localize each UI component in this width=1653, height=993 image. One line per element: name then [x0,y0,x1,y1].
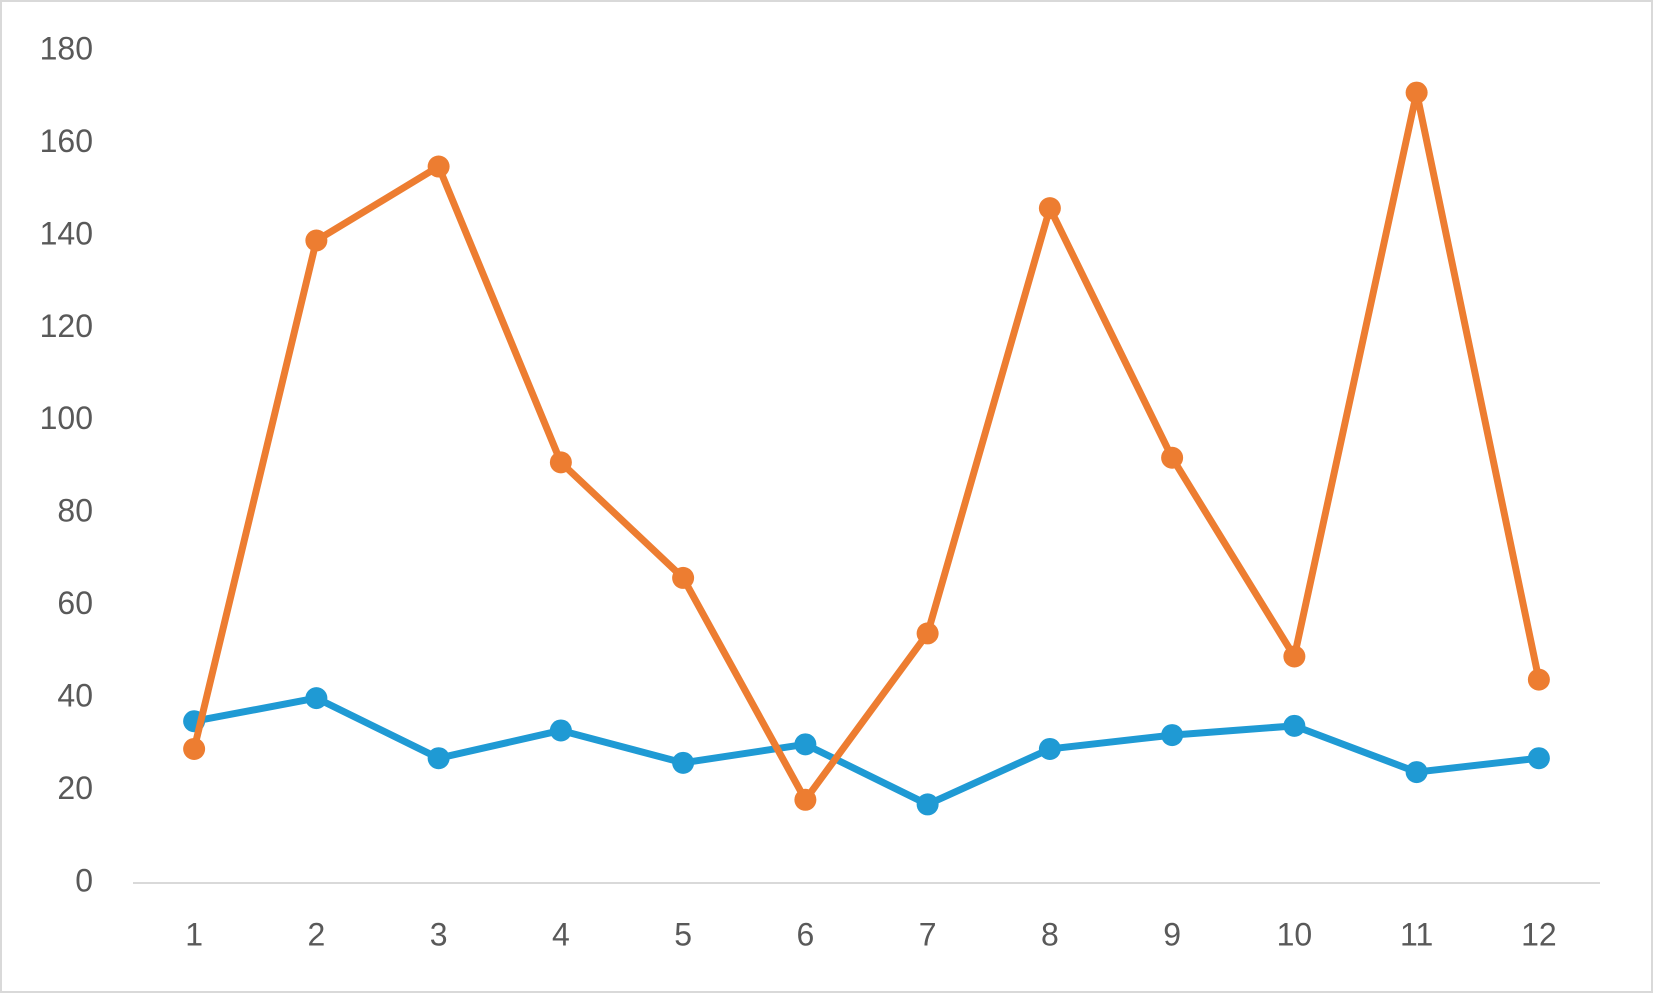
point-marker [1527,668,1550,691]
point-marker [1038,737,1061,760]
x-tick-label: 12 [1521,916,1557,952]
point-marker [1038,197,1061,220]
point-marker [1161,446,1184,469]
x-tick-label: 10 [1277,916,1313,952]
x-tick-label: 9 [1163,916,1181,952]
point-marker [1283,645,1306,668]
series-line [190,694,1543,808]
point-marker [427,155,450,178]
series-line [190,89,1543,804]
x-tick-label: 11 [1400,916,1433,952]
point-marker [305,687,328,710]
point-marker [672,751,695,774]
y-tick-label: 40 [57,678,93,714]
point-marker [427,747,450,770]
point-marker [672,566,695,589]
point-marker [1161,724,1184,747]
x-tick-label: 7 [919,916,937,952]
point-marker [1405,81,1428,104]
y-tick-label: 120 [40,308,93,344]
x-tick-label: 2 [307,916,325,952]
y-tick-label: 160 [40,123,93,159]
x-tick-label: 1 [185,916,203,952]
point-marker [794,733,817,756]
point-marker [916,622,939,645]
y-tick-label: 140 [40,215,93,251]
point-marker [1527,747,1550,770]
point-marker [305,229,328,252]
x-tick-label: 5 [674,916,692,952]
point-marker [1283,714,1306,737]
x-tick-label: 6 [796,916,814,952]
point-marker [916,793,939,816]
point-marker [794,788,817,811]
point-marker [1405,761,1428,784]
x-tick-label: 8 [1041,916,1059,952]
point-marker [183,737,206,760]
point-marker [549,719,572,742]
y-tick-label: 180 [40,30,93,66]
y-tick-label: 100 [40,400,93,436]
y-tick-label: 20 [57,770,93,806]
point-marker [549,451,572,474]
y-tick-label: 60 [57,585,93,621]
x-tick-label: 4 [552,916,570,952]
y-tick-label: 80 [57,493,93,529]
y-tick-label: 0 [75,862,93,898]
x-tick-label: 3 [430,916,448,952]
